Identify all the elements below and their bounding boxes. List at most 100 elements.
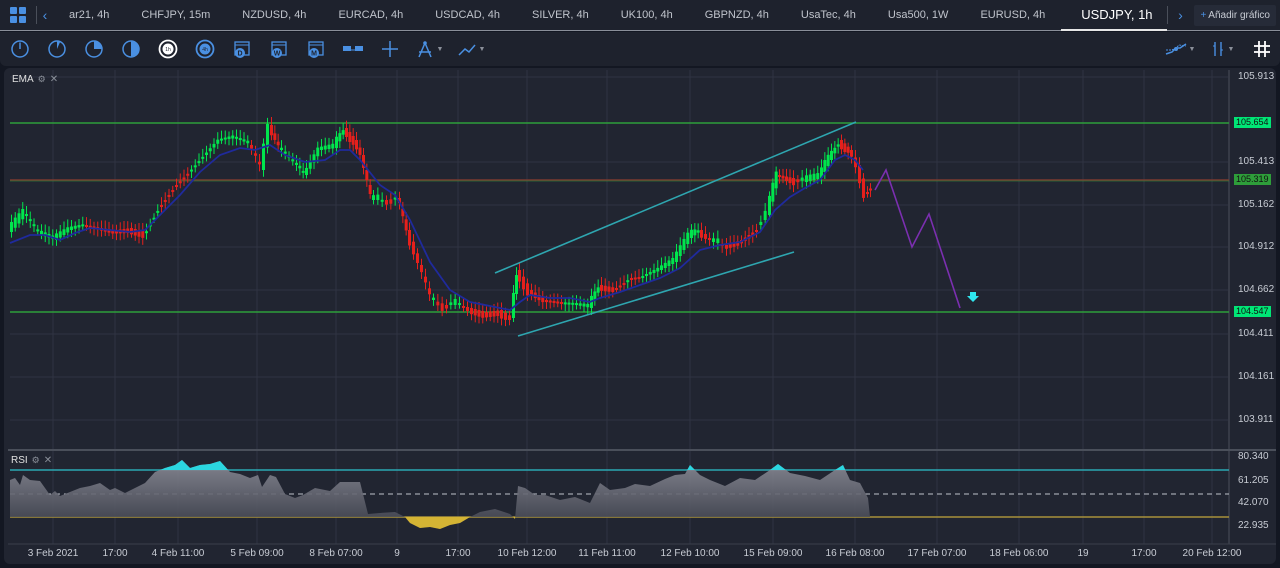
bull-candle bbox=[823, 160, 827, 172]
add-chart-label: Añadir gráfico bbox=[1208, 9, 1270, 21]
bear-candle bbox=[462, 306, 465, 308]
tab-gbpnzd-4h[interactable]: GBPNZD, 4h bbox=[704, 9, 769, 21]
bull-candle bbox=[682, 238, 686, 250]
bear-candle bbox=[545, 300, 548, 303]
bull-candle bbox=[231, 135, 235, 139]
tab-chfjpy-15m[interactable]: CHFJPY, 15m bbox=[141, 9, 211, 21]
svg-text:4h: 4h bbox=[202, 47, 208, 53]
grid-toggle-button[interactable] bbox=[1243, 32, 1280, 66]
drawing-tools-button[interactable]: ▼ bbox=[408, 32, 450, 66]
tab-usatec-4h[interactable]: UsaTec, 4h bbox=[800, 9, 856, 21]
timeframe-30m-button[interactable] bbox=[112, 32, 149, 66]
bull-candle bbox=[571, 302, 575, 305]
timeframe-4h-button[interactable]: 4h bbox=[186, 32, 223, 66]
bear-candle bbox=[732, 242, 736, 247]
bull-candle bbox=[295, 162, 298, 165]
settings-icon[interactable]: ⚙ bbox=[31, 455, 40, 465]
timeframe-15m-button[interactable] bbox=[75, 32, 112, 66]
bull-candle bbox=[70, 226, 73, 230]
bear-candle bbox=[358, 147, 362, 155]
bear-candle bbox=[126, 228, 130, 234]
timeframe-5m-button[interactable] bbox=[38, 32, 75, 66]
bull-candle bbox=[305, 167, 308, 175]
timeframe-daily-button[interactable]: D bbox=[223, 32, 260, 66]
rsi-oversold-area bbox=[10, 517, 870, 529]
close-icon[interactable]: ✕ bbox=[49, 74, 59, 85]
bear-candle bbox=[500, 310, 503, 319]
tabs-scroll-left-icon[interactable]: ‹ bbox=[42, 7, 48, 23]
tab-nzdusd-4h[interactable]: NZDUSD, 4h bbox=[242, 9, 307, 21]
bull-candle bbox=[283, 151, 287, 154]
bear-candle bbox=[401, 208, 405, 217]
tab-silver-4h[interactable]: SILVER, 4h bbox=[532, 9, 589, 21]
bear-candle bbox=[175, 185, 178, 187]
bull-candle bbox=[808, 174, 812, 181]
bear-candle bbox=[276, 141, 280, 146]
rsi-area bbox=[10, 460, 870, 529]
bull-candle bbox=[671, 258, 675, 264]
chevron-down-icon: ▼ bbox=[1227, 45, 1235, 53]
timeframe-weekly-button[interactable]: W bbox=[260, 32, 297, 66]
bear-candle bbox=[552, 301, 556, 303]
rsi-axis-label: 80.340 bbox=[1238, 451, 1269, 462]
bear-candle bbox=[526, 283, 529, 296]
bull-candle bbox=[449, 302, 453, 305]
bear-candle bbox=[412, 241, 415, 255]
price-axis-label: 105.413 bbox=[1238, 156, 1275, 167]
time-axis-label: 17 Feb 07:00 bbox=[907, 548, 967, 559]
indicators-button[interactable]: ▼ bbox=[1159, 32, 1201, 66]
bear-candle bbox=[273, 133, 277, 140]
timeframe-1h-button[interactable]: 1h bbox=[149, 32, 186, 66]
bear-candle bbox=[496, 310, 500, 316]
bull-candle bbox=[648, 271, 652, 275]
tabs-scroll-right-icon[interactable]: › bbox=[1178, 7, 1183, 23]
bear-candle bbox=[846, 146, 850, 153]
bear-candle bbox=[133, 229, 137, 236]
tab-usdjpy-1h[interactable]: USDJPY, 1h bbox=[1061, 0, 1168, 31]
tab-ar21-4h[interactable]: ar21, 4h bbox=[69, 9, 110, 21]
bear-candle bbox=[477, 310, 481, 317]
bear-candle bbox=[622, 283, 626, 285]
bear-candle bbox=[171, 190, 175, 192]
timeframe-monthly-button[interactable]: M bbox=[297, 32, 334, 66]
bull-candle bbox=[372, 195, 375, 200]
bear-candle bbox=[167, 195, 171, 197]
clock-15m-icon bbox=[84, 40, 103, 58]
rsi-legend: RSI ⚙ ✕ bbox=[11, 455, 52, 466]
bull-candle bbox=[380, 199, 384, 202]
chart-type-button[interactable]: ▼ bbox=[1201, 32, 1243, 66]
bear-candle bbox=[182, 177, 186, 180]
tab-eurusd-4h[interactable]: EURUSD, 4h bbox=[980, 9, 1046, 21]
bull-candle bbox=[331, 143, 335, 149]
bull-candle bbox=[836, 144, 840, 147]
ema-legend: EMA ⚙ ✕ bbox=[12, 74, 58, 85]
timeframe-1m-button[interactable] bbox=[1, 32, 38, 66]
time-axis-label: 11 Feb 11:00 bbox=[578, 548, 636, 559]
trendline-tools-button[interactable]: ▼ bbox=[450, 32, 492, 66]
add-chart-button[interactable]: + Añadir gráfico bbox=[1194, 4, 1276, 26]
tab-uk100-4h[interactable]: UK100, 4h bbox=[620, 9, 673, 21]
ema-label: EMA bbox=[12, 74, 34, 85]
range-button[interactable] bbox=[334, 32, 371, 66]
bull-candle bbox=[586, 303, 590, 308]
settings-icon[interactable]: ⚙ bbox=[37, 74, 46, 84]
close-icon[interactable]: ✕ bbox=[43, 455, 53, 466]
bear-candle bbox=[854, 157, 857, 168]
bear-candle bbox=[348, 132, 352, 142]
crosshair-button[interactable] bbox=[371, 32, 408, 66]
bear-candle bbox=[618, 285, 622, 288]
price-axis-label: 105.913 bbox=[1238, 71, 1275, 82]
time-axis-label: 4 Feb 11:00 bbox=[151, 548, 205, 559]
bear-candle bbox=[548, 300, 552, 303]
bull-candle bbox=[596, 287, 600, 293]
tab-usa500-1w[interactable]: Usa500, 1W bbox=[887, 9, 949, 21]
apps-grid-icon[interactable] bbox=[10, 7, 26, 23]
tab-eurcad-4h[interactable]: EURCAD, 4h bbox=[338, 9, 404, 21]
bear-candle bbox=[88, 225, 92, 228]
calendar-weekly-icon: W bbox=[270, 41, 287, 58]
bull-candle bbox=[652, 269, 656, 273]
bull-candle bbox=[298, 165, 302, 169]
price-level-tag: 105.319 bbox=[1234, 174, 1271, 185]
tab-usdcad-4h[interactable]: USDCAD, 4h bbox=[435, 9, 501, 21]
